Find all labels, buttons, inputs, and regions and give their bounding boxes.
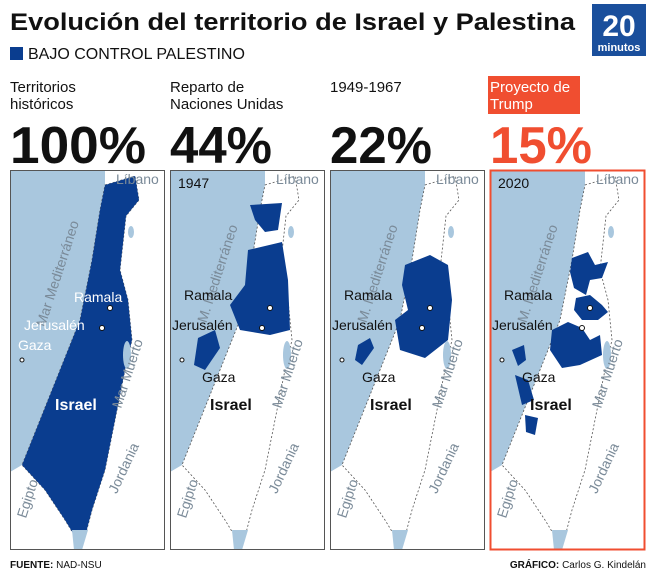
- sea: [330, 170, 425, 472]
- city-dot: [587, 305, 593, 311]
- map-label: Gaza: [18, 337, 52, 353]
- sea: [10, 170, 105, 472]
- palestinian-area: [570, 252, 608, 295]
- map-label: Jerusalén: [492, 317, 553, 333]
- city-dot: [419, 325, 425, 331]
- palestinian-area: [230, 242, 290, 335]
- panel-label: Reparto de: [170, 79, 244, 96]
- map-label: Ramala: [504, 287, 552, 303]
- percent: 44%: [170, 117, 272, 175]
- map-label: Gaza: [202, 369, 236, 385]
- palestinian-area: [515, 375, 534, 405]
- legend-text: BAJO CONTROL PALESTINO: [28, 46, 245, 63]
- map-label: Israel: [55, 397, 97, 414]
- city-dot: [19, 357, 25, 363]
- map-label: Líbano: [596, 171, 639, 187]
- palestinian-area: [512, 345, 526, 366]
- dead-sea: [123, 341, 131, 369]
- palestinian-area: [194, 330, 220, 370]
- map-label: Jerusalén: [332, 317, 393, 333]
- panel-label: Territorios: [10, 79, 76, 96]
- map-border: [489, 169, 646, 551]
- palestinian-area: [355, 338, 374, 365]
- footer-source: FUENTE: NAD-NSU: [10, 560, 102, 571]
- map-border: [170, 170, 325, 550]
- legend-swatch: [10, 47, 23, 60]
- palestinian-area: [550, 322, 602, 368]
- panel-label: históricos: [10, 96, 73, 113]
- city-dot: [99, 325, 105, 331]
- map-label: Ramala: [344, 287, 392, 303]
- panel-label: 1949-1967: [330, 79, 402, 96]
- map-border: [330, 170, 485, 550]
- galilee: [608, 226, 614, 238]
- map-label: Israel: [530, 397, 572, 414]
- source: NAD-NSU: [56, 560, 102, 571]
- galilee: [448, 226, 454, 238]
- footer-credit: GRÁFICO: Carlos G. Kindelán: [510, 558, 646, 571]
- logo-text: minutos: [598, 42, 641, 54]
- percent: 22%: [330, 117, 432, 175]
- city-dot: [339, 357, 345, 363]
- dead-sea: [283, 341, 291, 369]
- galilee: [128, 226, 134, 238]
- map-label: Jerusalén: [24, 317, 85, 333]
- credit-label: GRÁFICO:: [510, 558, 559, 571]
- title: Evolución del territorio de Israel y Pal…: [10, 9, 576, 36]
- percent: 15%: [490, 117, 592, 175]
- galilee: [288, 226, 294, 238]
- sea: [490, 170, 585, 472]
- map-label: Ramala: [184, 287, 232, 303]
- panel-label: Trump: [490, 96, 533, 113]
- map-label: Líbano: [116, 171, 159, 187]
- red-sea: [232, 530, 248, 550]
- dead-sea: [443, 341, 451, 369]
- percent: 100%: [10, 117, 146, 175]
- city-dot: [259, 325, 265, 331]
- map-label: Israel: [370, 397, 412, 414]
- red-sea: [72, 530, 88, 550]
- sea: [170, 170, 265, 472]
- map-label: Jerusalén: [172, 317, 233, 333]
- map-label: 1947: [178, 175, 209, 191]
- map-label: Israel: [210, 397, 252, 414]
- city-dot: [179, 357, 185, 363]
- palestinian-area: [525, 415, 538, 435]
- palestinian-area: [22, 176, 139, 548]
- city-dot: [267, 305, 273, 311]
- map-label: 2020: [498, 175, 529, 191]
- logo-number: 20: [602, 10, 635, 43]
- credit: Carlos G. Kindelán: [562, 560, 646, 571]
- city-dot: [499, 357, 505, 363]
- source-label: FUENTE:: [10, 560, 53, 571]
- red-sea: [552, 530, 568, 550]
- red-sea: [392, 530, 408, 550]
- panel-label: Naciones Unidas: [170, 96, 283, 113]
- map-label: Líbano: [276, 171, 319, 187]
- map-label: Gaza: [522, 369, 556, 385]
- panel-label: Proyecto de: [490, 79, 570, 96]
- map-label: Líbano: [436, 171, 479, 187]
- label-box: [488, 76, 580, 114]
- city-dot: [427, 305, 433, 311]
- logo-box: [592, 4, 646, 56]
- map-border: [10, 170, 165, 550]
- city-dot: [579, 325, 585, 331]
- palestinian-area: [395, 255, 452, 358]
- map-label: Gaza: [362, 369, 396, 385]
- city-dot: [107, 305, 113, 311]
- dead-sea: [603, 341, 611, 369]
- map-label: Ramala: [74, 289, 122, 305]
- palestinian-area: [250, 203, 282, 232]
